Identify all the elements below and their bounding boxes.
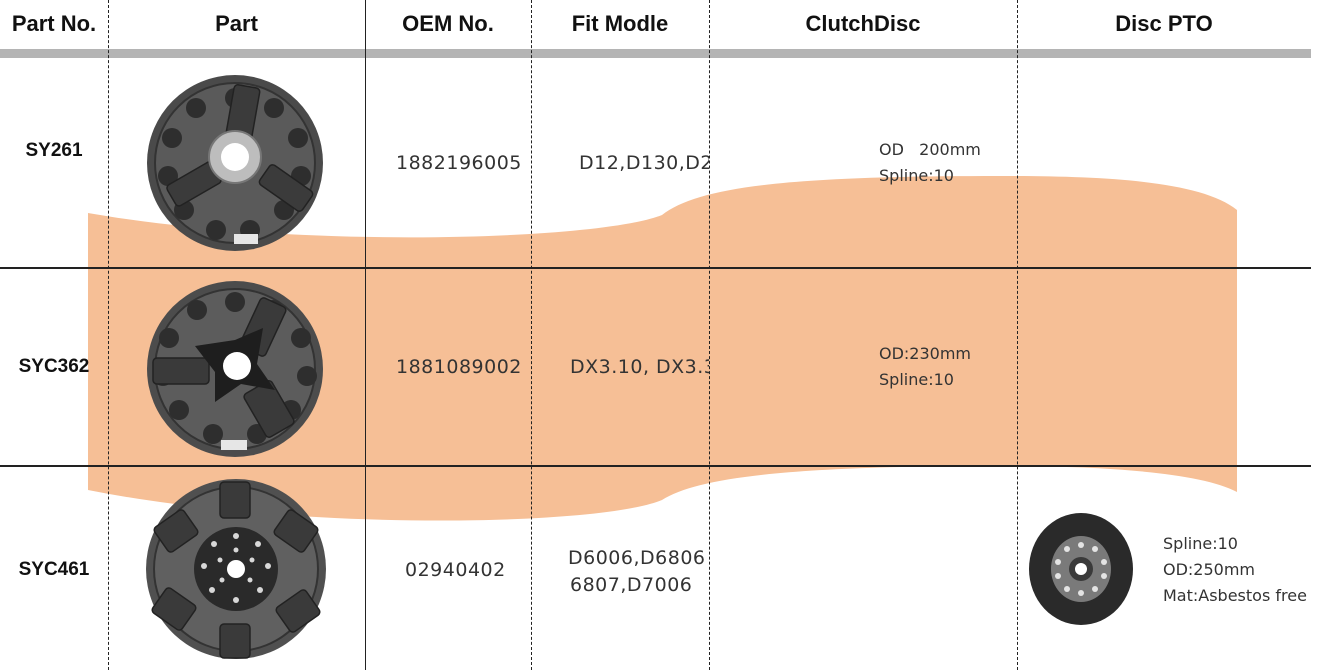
- spec-line: OD:230mm: [879, 344, 972, 363]
- header-clutch-disc: ClutchDisc: [805, 11, 921, 36]
- column-divider: [108, 0, 109, 670]
- spec-line: OD:250mm: [1163, 560, 1256, 579]
- part-number: SYC362: [18, 356, 90, 377]
- oem-number: 1882196005: [396, 152, 522, 174]
- column-divider: [709, 0, 710, 670]
- fit-model-line: 6807,D7006: [570, 574, 693, 596]
- header-fit-model: Fit Modle: [571, 11, 669, 36]
- header-oem-no: OEM No.: [402, 11, 494, 36]
- spec-line: OD 200mm: [879, 140, 981, 159]
- clutch-pressure-plate-icon: [146, 479, 326, 659]
- clutch-disc-spec: OD 200mm Spline:10: [879, 137, 981, 189]
- clutch-pressure-plate-icon: [147, 75, 323, 251]
- row-divider: [0, 465, 1311, 467]
- oem-number: 02940402: [405, 559, 506, 581]
- column-divider: [1017, 0, 1018, 670]
- oem-number: 1881089002: [396, 356, 522, 378]
- row-divider: [0, 267, 1311, 269]
- header-separator: [0, 49, 1311, 58]
- spec-line: Spline:10: [879, 166, 954, 185]
- clutch-disc-spec: OD:230mm Spline:10: [879, 341, 971, 393]
- clutch-pressure-plate-icon: [147, 281, 323, 457]
- fit-model: D6006,D6806 6807,D7006: [568, 545, 709, 599]
- header-disc-pto: Disc PTO: [1115, 11, 1213, 36]
- fit-model-line: D6006,D6806: [568, 547, 706, 569]
- spec-line: Mat:Asbestos free: [1163, 586, 1307, 605]
- column-divider: [365, 0, 366, 670]
- header-part-no: Part No.: [11, 11, 97, 36]
- column-divider: [531, 0, 532, 670]
- disc-pto-spec: Spline:10 OD:250mm Mat:Asbestos free: [1163, 531, 1311, 609]
- part-number: SY261: [25, 140, 83, 161]
- spec-line: Spline:10: [1163, 534, 1238, 553]
- fit-model-line: DX3.10, DX3.3: [570, 356, 709, 378]
- disc-pto-icon: [1029, 513, 1133, 625]
- header-part: Part: [215, 11, 258, 36]
- part-number: SYC461: [18, 559, 90, 580]
- ribbon-shape: [88, 176, 1237, 521]
- spec-line: Spline:10: [879, 370, 954, 389]
- fit-model-line: D12,D130,D2: [579, 152, 709, 174]
